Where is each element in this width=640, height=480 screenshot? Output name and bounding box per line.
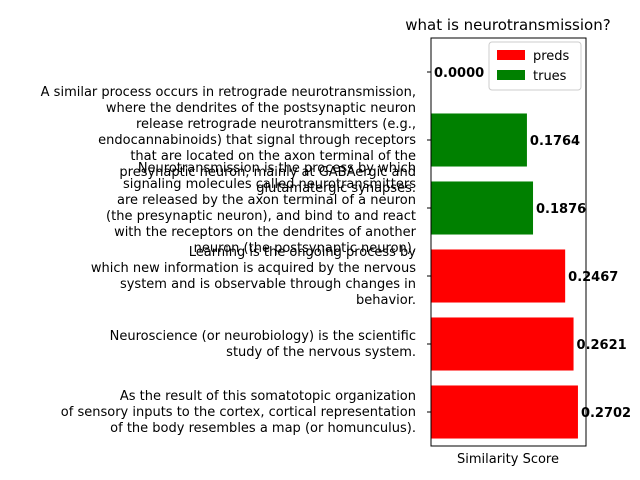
bars-group [431, 113, 578, 438]
value-label-2: 0.1876 [536, 202, 586, 217]
bar-3 [431, 249, 565, 302]
y-tick-label-5: As the result of this somatotopic organi… [61, 389, 416, 436]
value-label-0: 0.0000 [434, 66, 484, 81]
legend-swatch-preds [497, 50, 525, 60]
legend-label-preds: preds [533, 49, 570, 64]
value-label-4: 0.2621 [577, 338, 627, 353]
chart-title: what is neurotransmission? [405, 16, 610, 34]
x-axis-label: Similarity Score [457, 452, 559, 467]
legend-swatch-trues [497, 70, 525, 80]
y-tick-labels: A similar process occurs in retrograde n… [41, 85, 417, 436]
bar-5 [431, 385, 578, 438]
y-tick-label-2: Neurotransmission is the process by whic… [106, 161, 417, 256]
bar-2 [431, 181, 533, 234]
y-tick-label-4: Neuroscience (or neurobiology) is the sc… [110, 329, 416, 360]
legend-label-trues: trues [533, 69, 567, 84]
bar-1 [431, 113, 527, 166]
plot-frame [431, 38, 586, 446]
bar-4 [431, 317, 574, 370]
value-label-1: 0.1764 [530, 134, 580, 149]
y-tick-label-3: Learning is the ongoing process by which … [91, 245, 416, 308]
value-label-3: 0.2467 [568, 270, 618, 285]
legend: preds trues [489, 42, 581, 90]
value-label-5: 0.2702 [581, 406, 631, 421]
y-ticks [427, 72, 431, 412]
